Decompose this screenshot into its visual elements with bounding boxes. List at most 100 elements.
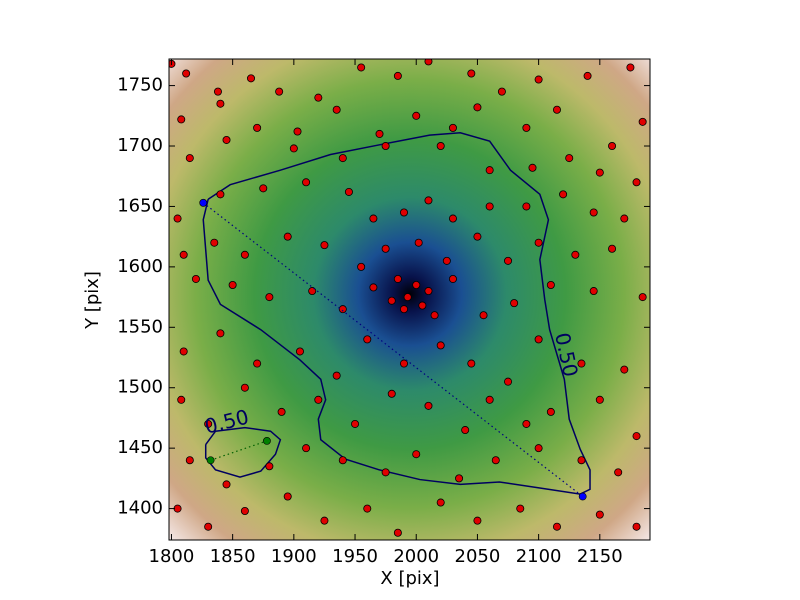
point <box>534 75 543 84</box>
link-point <box>263 436 271 445</box>
point <box>247 74 256 83</box>
point <box>173 504 182 513</box>
point <box>399 208 408 217</box>
point <box>583 71 592 80</box>
point <box>265 462 274 471</box>
point <box>403 293 412 302</box>
point <box>283 232 292 241</box>
point <box>534 335 543 344</box>
point <box>302 444 311 453</box>
point <box>412 280 421 289</box>
point <box>320 241 329 250</box>
point <box>369 283 378 292</box>
point <box>369 214 378 223</box>
point <box>626 63 635 72</box>
point <box>338 305 347 314</box>
point <box>528 163 537 172</box>
point <box>399 359 408 368</box>
point <box>552 105 561 114</box>
point <box>177 115 186 124</box>
point <box>363 504 372 513</box>
point <box>595 168 604 177</box>
point <box>387 296 396 305</box>
point <box>216 329 225 338</box>
x-tick-label: 2150 <box>577 546 623 567</box>
point <box>412 111 421 120</box>
point <box>424 59 433 66</box>
point <box>608 142 617 151</box>
point <box>620 214 629 223</box>
contour <box>204 426 282 478</box>
link-point <box>199 198 208 207</box>
point <box>338 456 347 465</box>
point <box>497 87 506 96</box>
point <box>589 287 598 296</box>
point <box>461 426 470 435</box>
point <box>302 178 311 187</box>
point <box>191 274 200 283</box>
y-tick-label: 1650 <box>117 195 163 216</box>
point <box>204 522 213 531</box>
point <box>467 359 476 368</box>
point <box>253 123 262 132</box>
y-tick-label: 1500 <box>117 377 163 398</box>
point <box>182 69 191 78</box>
x-tick-label: 2100 <box>516 546 562 567</box>
point <box>436 341 445 350</box>
point <box>222 135 231 144</box>
point <box>595 395 604 404</box>
point <box>577 456 586 465</box>
point <box>357 262 366 271</box>
x-tick-label: 2000 <box>393 546 439 567</box>
point <box>632 178 641 187</box>
point <box>491 456 500 465</box>
link-line <box>210 440 268 461</box>
point <box>565 154 574 163</box>
x-axis-label: X [pix] <box>380 568 439 589</box>
point <box>546 407 555 416</box>
axes: 1800 1850 1900 1950 2000 2050 2100 2150 1400 1450… <box>117 59 650 567</box>
point <box>418 301 427 310</box>
point <box>253 359 262 368</box>
point <box>559 190 568 199</box>
point <box>185 154 194 163</box>
point <box>534 444 543 453</box>
point <box>522 419 531 428</box>
link-point <box>206 456 215 465</box>
point <box>448 274 457 283</box>
x-tick-label: 1900 <box>271 546 317 567</box>
point <box>204 419 213 428</box>
point <box>424 401 433 410</box>
point <box>216 99 225 108</box>
point <box>455 474 464 483</box>
y-axis-label: Y [pix] <box>82 271 103 330</box>
point <box>632 432 641 441</box>
point <box>504 256 513 265</box>
point <box>485 166 494 175</box>
point <box>430 311 439 320</box>
point <box>595 510 604 519</box>
link-line <box>202 202 584 497</box>
point <box>614 468 623 477</box>
point <box>240 383 249 392</box>
x-tick-label: 1800 <box>149 546 195 567</box>
point <box>414 238 423 247</box>
point <box>357 63 366 72</box>
y-tick-label: 1450 <box>117 437 163 458</box>
point <box>179 250 188 259</box>
point <box>265 293 274 302</box>
point <box>473 232 482 241</box>
point <box>381 142 390 151</box>
point <box>177 395 186 404</box>
point <box>571 250 580 259</box>
link-point <box>578 492 587 501</box>
point <box>424 287 433 296</box>
x-tick-label: 1950 <box>332 546 378 567</box>
point <box>412 450 421 459</box>
y-tick-label: 1700 <box>117 135 163 156</box>
point <box>213 87 222 96</box>
point <box>185 456 194 465</box>
point <box>424 196 433 205</box>
